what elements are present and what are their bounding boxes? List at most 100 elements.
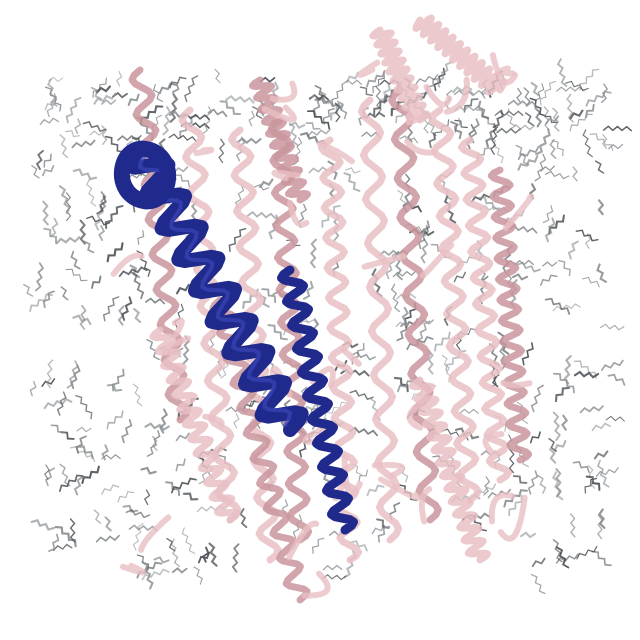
lipid-tail xyxy=(516,87,523,104)
lipid-tail xyxy=(219,100,242,116)
lipid-tail xyxy=(143,489,151,506)
lipid-tail xyxy=(73,475,84,496)
protein-loop xyxy=(316,140,355,165)
lipid-tail xyxy=(117,134,142,142)
lipid-tail xyxy=(483,476,491,496)
protein-helix xyxy=(369,26,431,124)
lipid-tail xyxy=(168,133,197,142)
lipid-tail xyxy=(104,516,112,532)
lipid-tail xyxy=(572,461,590,474)
lipid-tail xyxy=(267,324,288,341)
lipid-tail xyxy=(293,137,303,166)
lipid-tail xyxy=(151,435,158,451)
lipid-tail xyxy=(351,351,376,361)
lipid-tail xyxy=(436,61,453,88)
protein-helix xyxy=(149,326,241,524)
lipid-tail xyxy=(76,426,92,433)
lipid-tail xyxy=(288,122,299,147)
lipid-tail xyxy=(111,368,125,392)
lipid-tail xyxy=(202,546,210,563)
lipid-tail xyxy=(153,556,170,564)
lipid-tail xyxy=(567,240,579,260)
protein-helix xyxy=(267,116,313,544)
lipid-tail xyxy=(530,384,544,413)
lipid-tail xyxy=(182,492,199,501)
lipid-tail xyxy=(93,509,102,524)
lipid-tail xyxy=(511,273,529,281)
lipid-tail xyxy=(169,76,187,89)
lipid-tail xyxy=(420,238,429,264)
lipid-tail xyxy=(166,537,176,552)
lipid-tail xyxy=(54,526,77,548)
lipid-tail xyxy=(597,199,605,216)
lipid-tail xyxy=(132,522,144,551)
lipid-tail xyxy=(170,477,197,494)
protein-helix xyxy=(388,86,442,524)
protein-helix xyxy=(458,136,512,484)
lipid-tail xyxy=(306,110,331,130)
lipid-tail xyxy=(534,107,543,128)
lipid-tail xyxy=(184,75,199,103)
protein-loop xyxy=(405,112,430,126)
lipid-tail xyxy=(561,414,569,431)
lipid-tail xyxy=(39,117,60,126)
protein-loop xyxy=(287,199,310,228)
protein-loop xyxy=(340,347,362,367)
lipid-tail xyxy=(169,93,179,123)
protein-helix xyxy=(412,14,508,96)
protein-loop xyxy=(377,476,421,501)
lipid-tail xyxy=(248,110,256,127)
lipid-tail xyxy=(534,153,547,182)
protein-loop xyxy=(261,104,297,123)
lipid-tail xyxy=(596,514,604,540)
lipid-tail xyxy=(175,458,186,472)
protein-loop xyxy=(286,520,320,561)
lipid-tail xyxy=(59,134,69,159)
lipid-tail xyxy=(101,125,108,145)
lipid-tail xyxy=(91,275,102,289)
lipid-tail xyxy=(563,355,572,385)
lipid-tail xyxy=(392,270,417,278)
lipid-tail xyxy=(193,566,204,585)
protein-loop xyxy=(269,80,298,103)
lipid-tail xyxy=(116,70,123,87)
lipid-tail xyxy=(106,410,124,430)
lipid-tail xyxy=(477,196,501,210)
lipid-tail xyxy=(159,408,169,434)
lipid-tail xyxy=(515,144,530,166)
lipid-tail xyxy=(490,126,499,155)
protein-loop xyxy=(302,424,329,445)
lipid-tail xyxy=(95,534,120,543)
lipid-tail xyxy=(557,259,571,277)
lipid-tail xyxy=(144,422,170,432)
lipid-tail xyxy=(584,233,592,249)
lipid-tail xyxy=(140,466,157,475)
lipid-tail xyxy=(545,170,570,180)
lipid-tail xyxy=(582,276,600,288)
lipid-tail xyxy=(214,68,221,84)
lipid-tail xyxy=(79,304,87,330)
lipid-tail xyxy=(31,164,40,179)
lipid-tail xyxy=(86,178,97,207)
lipid-tail xyxy=(96,195,107,215)
lipid-tail xyxy=(59,463,71,487)
lipid-tail xyxy=(366,484,385,497)
lipid-tail xyxy=(529,97,547,117)
lipid-tail xyxy=(46,93,58,118)
lipid-tail xyxy=(336,100,348,120)
lipid-tail xyxy=(544,217,556,243)
lipid-tail xyxy=(601,83,609,104)
lipid-tail xyxy=(101,444,109,461)
lipid-tail xyxy=(158,82,178,95)
lipid-tail xyxy=(82,120,107,133)
lipid-tail xyxy=(239,508,248,529)
lipid-tail xyxy=(520,531,537,539)
lipid-tail xyxy=(450,121,463,140)
lipid-tail xyxy=(508,449,515,474)
protein-loop xyxy=(301,570,331,599)
lipid-tail xyxy=(589,133,614,152)
lipid-tail xyxy=(602,125,632,132)
lipid-tail xyxy=(141,568,170,581)
lipid-tail xyxy=(371,524,385,535)
lipid-tail xyxy=(359,86,374,97)
